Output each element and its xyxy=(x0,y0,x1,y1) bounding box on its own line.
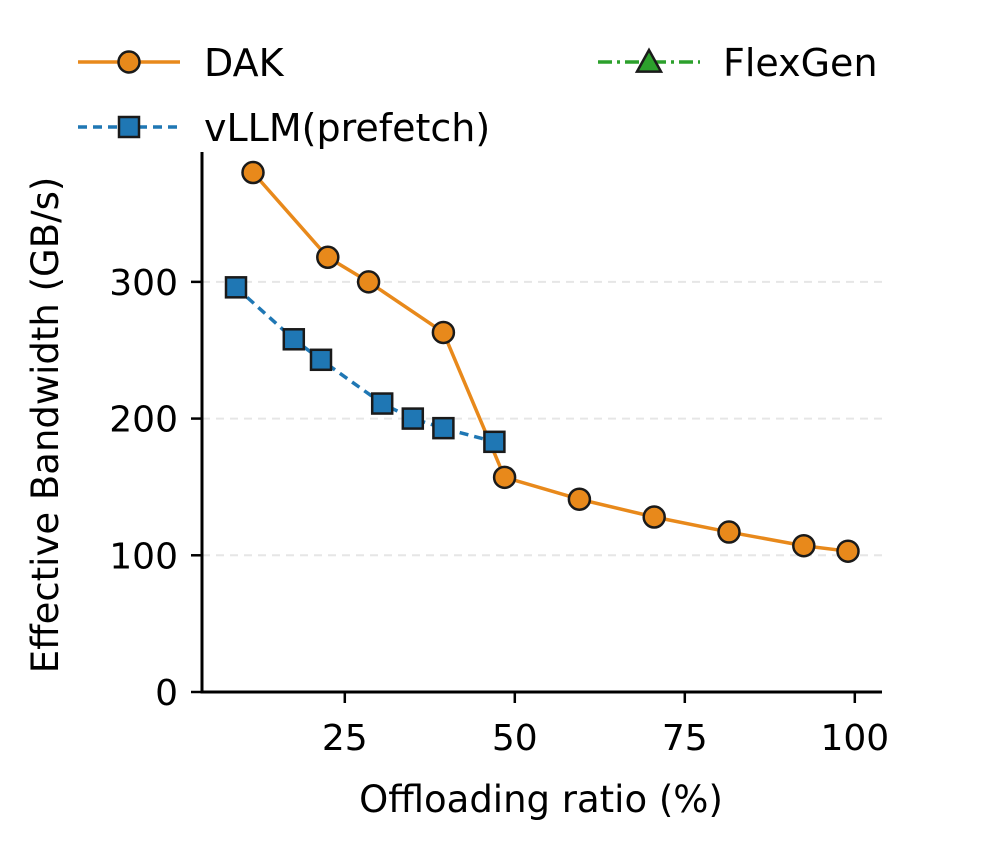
point-0-6 xyxy=(642,505,666,529)
y-tick-label-0: 0 xyxy=(155,673,178,714)
point-1-4 xyxy=(401,407,425,430)
legend-marker-1 xyxy=(117,115,141,139)
point-1-6 xyxy=(483,430,506,454)
point-1-1 xyxy=(282,328,306,351)
point-0-4 xyxy=(492,465,517,490)
y-tick-label-300: 300 xyxy=(109,263,178,304)
x-tick-label-100: 100 xyxy=(820,718,889,759)
point-0-8 xyxy=(792,533,816,558)
x-tick-label-75: 75 xyxy=(662,718,708,759)
point-0-9 xyxy=(836,539,860,563)
legend-label-1: vLLM(prefetch) xyxy=(204,106,490,150)
x-axis-title: Offloading ratio (%) xyxy=(359,778,723,821)
x-tick-label-50: 50 xyxy=(492,718,538,759)
point-0-5 xyxy=(567,487,592,511)
legend-marker-2 xyxy=(634,47,664,73)
point-0-3 xyxy=(431,320,456,345)
grid xyxy=(202,280,882,557)
point-1-5 xyxy=(432,416,455,440)
series-markers xyxy=(224,160,860,563)
legend: DAK vLLM(prefetch) FlexGen xyxy=(78,41,878,150)
point-0-0 xyxy=(241,160,265,185)
series-line-0 xyxy=(251,171,849,553)
y-ticks: 0 100 200 300 xyxy=(109,263,202,714)
x-tick-label-25: 25 xyxy=(322,718,368,759)
point-0-2 xyxy=(356,270,381,294)
legend-marker-0 xyxy=(117,50,141,74)
legend-label-0: DAK xyxy=(204,41,285,85)
y-tick-label-100: 100 xyxy=(109,536,178,577)
y-tick-label-200: 200 xyxy=(109,400,178,441)
y-axis-title: Effective Bandwidth (GB/s) xyxy=(24,177,67,674)
x-ticks: 25 50 75 100 xyxy=(322,692,889,759)
point-1-3 xyxy=(370,392,394,415)
point-0-7 xyxy=(717,520,741,544)
point-1-2 xyxy=(309,348,333,372)
legend-label-2: FlexGen xyxy=(723,41,878,85)
point-0-1 xyxy=(316,245,340,270)
axes xyxy=(200,152,882,694)
point-1-0 xyxy=(224,276,248,299)
